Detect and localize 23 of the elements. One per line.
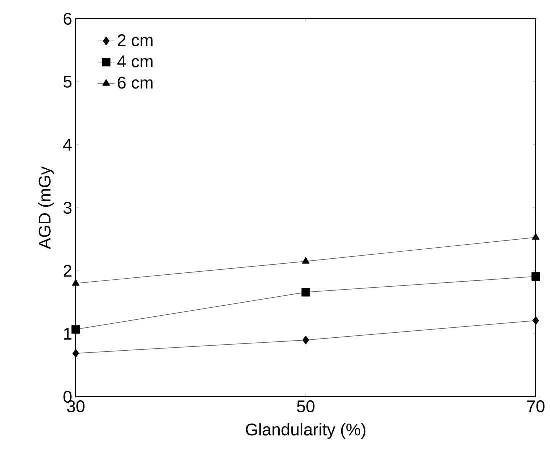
point: [72, 349, 80, 358]
y-tick-label: 1: [64, 328, 72, 340]
x-tick-label: 50: [297, 400, 315, 413]
point: [302, 257, 310, 264]
point: [302, 336, 310, 345]
legend-label: 2 cm: [118, 34, 153, 47]
legend-label: 4 cm: [118, 56, 153, 68]
y-tick-label: 6: [64, 13, 72, 25]
x-axis-title: Glandularity (%): [246, 423, 366, 440]
point: [532, 316, 540, 326]
y-tick-label: 3: [64, 202, 72, 214]
x-tick-label: 30: [67, 400, 85, 413]
x-tick-label: 70: [527, 400, 545, 413]
legend-label: 6 cm: [118, 76, 153, 89]
y-tick-label: 4: [63, 139, 72, 151]
point: [532, 272, 540, 281]
point: [72, 279, 80, 286]
y-axis-title: AGD (mGy: [38, 166, 54, 250]
y-tick-label: 2: [64, 265, 72, 277]
point: [302, 288, 310, 297]
point: [72, 325, 80, 334]
y-tick-label: 5: [64, 76, 72, 88]
point: [532, 233, 540, 240]
